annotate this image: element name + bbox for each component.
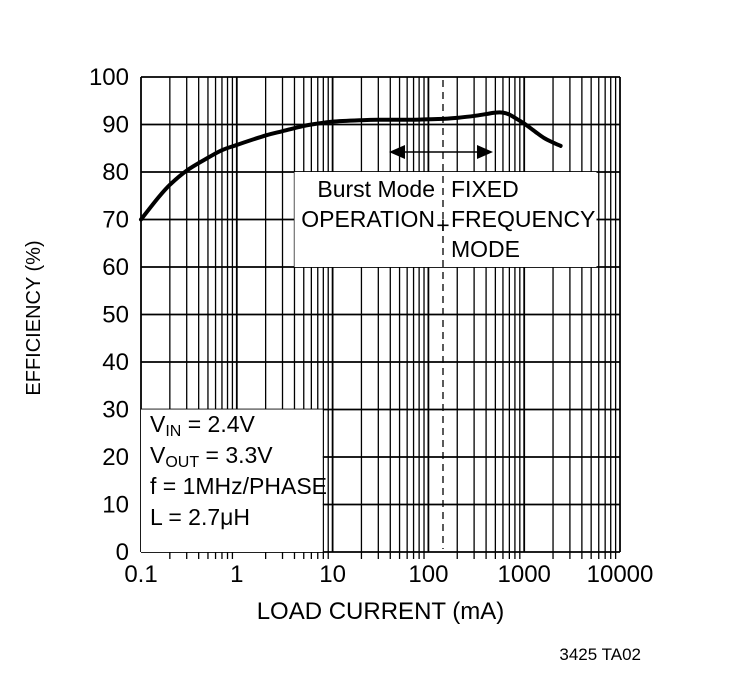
svg-text:30: 30: [102, 397, 129, 424]
svg-text:f = 1MHz/PHASE: f = 1MHz/PHASE: [150, 473, 327, 499]
svg-text:1: 1: [230, 561, 243, 588]
svg-text:50: 50: [102, 302, 129, 329]
svg-text:90: 90: [102, 112, 129, 139]
svg-text:+: +: [436, 212, 449, 238]
svg-text:MODE: MODE: [451, 236, 520, 262]
svg-text:OPERATION: OPERATION: [301, 206, 435, 232]
svg-text:100: 100: [408, 561, 448, 588]
svg-text:60: 60: [102, 254, 129, 281]
svg-text:80: 80: [102, 159, 129, 186]
svg-text:40: 40: [102, 349, 129, 376]
svg-text:3425 TA02: 3425 TA02: [559, 645, 641, 664]
svg-text:20: 20: [102, 444, 129, 471]
svg-text:LOAD CURRENT (mA): LOAD CURRENT (mA): [257, 598, 505, 625]
svg-text:EFFICIENCY (%): EFFICIENCY (%): [23, 240, 45, 395]
svg-text:10: 10: [102, 492, 129, 519]
svg-text:100: 100: [89, 64, 129, 91]
svg-text:10: 10: [319, 561, 346, 588]
svg-text:L = 2.7μH: L = 2.7μH: [150, 504, 250, 530]
svg-text:70: 70: [102, 207, 129, 234]
svg-text:FIXED: FIXED: [451, 176, 519, 202]
svg-text:10000: 10000: [587, 561, 654, 588]
svg-text:FREQUENCY: FREQUENCY: [451, 206, 595, 232]
svg-text:0.1: 0.1: [124, 561, 157, 588]
svg-text:Burst Mode: Burst Mode: [317, 176, 435, 202]
svg-text:1000: 1000: [498, 561, 551, 588]
